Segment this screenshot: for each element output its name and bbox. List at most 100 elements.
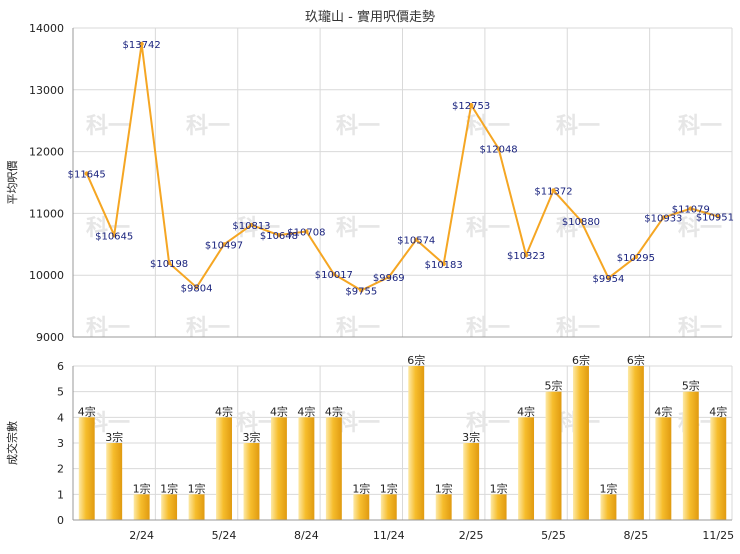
price-data-label: $10198 bbox=[150, 259, 188, 270]
price-point bbox=[496, 146, 501, 151]
bar-data-label: 6宗 bbox=[572, 353, 590, 367]
watermark-text: 科一 bbox=[556, 114, 600, 139]
watermark-text: 科一 bbox=[678, 216, 722, 241]
bar-data-label: 5宗 bbox=[682, 379, 700, 393]
price-point bbox=[359, 288, 364, 293]
bar-data-label: 5宗 bbox=[545, 379, 563, 393]
bar bbox=[682, 391, 699, 520]
watermark-text: 科一 bbox=[678, 114, 722, 139]
chart-title: 玖瓏山 - 實用呎價走勢 bbox=[305, 10, 435, 25]
bar-data-label: 3宗 bbox=[105, 430, 123, 444]
x-tick-label: 2/25 bbox=[459, 529, 484, 542]
price-point bbox=[331, 271, 337, 277]
watermark-text: 科一 bbox=[336, 114, 380, 139]
bar bbox=[78, 417, 95, 520]
y-tick-label: 3 bbox=[57, 437, 64, 450]
bar bbox=[573, 366, 589, 520]
line-layer bbox=[84, 41, 721, 293]
bar bbox=[710, 417, 727, 520]
price-point bbox=[304, 229, 309, 234]
bar-data-label: 3宗 bbox=[242, 430, 260, 444]
price-point bbox=[166, 260, 172, 266]
price-point bbox=[139, 41, 144, 47]
price-data-label: $10574 bbox=[397, 236, 435, 247]
bars-layer bbox=[78, 366, 727, 520]
y-tick-label: 14000 bbox=[29, 22, 64, 35]
bar-data-label: 4宗 bbox=[654, 404, 672, 418]
y-tick-label: 2 bbox=[57, 463, 64, 476]
bar-data-label: 4宗 bbox=[709, 404, 727, 418]
price-data-label: $10933 bbox=[644, 214, 682, 225]
y-tick-label: 0 bbox=[57, 514, 64, 527]
y-tick-label: 1 bbox=[57, 488, 64, 501]
price-point bbox=[414, 237, 419, 242]
price-point bbox=[606, 275, 611, 281]
price-data-label: $10017 bbox=[315, 270, 353, 281]
price-data-label: $10648 bbox=[260, 231, 298, 242]
watermark-text: 科一 bbox=[86, 114, 130, 139]
price-point bbox=[661, 215, 666, 220]
bar bbox=[216, 417, 232, 520]
y-axis-title-price: 平均呎價 bbox=[5, 161, 19, 205]
y-tick-label: 6 bbox=[57, 360, 64, 373]
bar-data-label: 1宗 bbox=[490, 481, 508, 495]
bar-data-label: 1宗 bbox=[435, 481, 453, 495]
watermark-text: 科一 bbox=[556, 216, 600, 241]
price-point bbox=[386, 274, 391, 280]
bar bbox=[161, 494, 178, 520]
price-data-label: $11079 bbox=[672, 205, 710, 216]
price-data-label: $9804 bbox=[181, 283, 213, 294]
bar bbox=[518, 417, 535, 520]
bar bbox=[270, 417, 287, 520]
y-tick-label: 9000 bbox=[36, 331, 64, 344]
x-tick-label: 8/25 bbox=[624, 529, 649, 542]
y-tick-label: 13000 bbox=[29, 84, 64, 97]
bar bbox=[298, 417, 315, 520]
bar bbox=[106, 443, 123, 520]
bar bbox=[325, 417, 342, 520]
x-tick-label: 2/24 bbox=[129, 529, 154, 542]
price-data-label: $9954 bbox=[593, 274, 625, 285]
bar-data-label: 3宗 bbox=[462, 430, 480, 444]
bar bbox=[600, 494, 617, 520]
price-point bbox=[688, 206, 694, 211]
y-axis-title-count: 成交宗數 bbox=[5, 421, 19, 465]
price-point bbox=[84, 171, 89, 176]
bar-data-label: 4宗 bbox=[215, 404, 233, 418]
price-data-label: $9755 bbox=[345, 286, 377, 297]
price-point bbox=[221, 242, 227, 247]
price-data-label: $10323 bbox=[507, 251, 545, 262]
y-tick-label: 10000 bbox=[29, 269, 64, 282]
price-point bbox=[441, 261, 446, 267]
price-point bbox=[551, 188, 556, 193]
bar-data-label: 1宗 bbox=[599, 481, 617, 495]
x-tick-label: 11/25 bbox=[702, 529, 734, 542]
labels-layer: 4宗 3宗 1宗 1宗 1宗 4宗 3宗 4宗 4宗 4宗 1宗 1宗 6宗 1宗 3宗 1宗 4宗 5宗 6宗 1宗… bbox=[68, 40, 734, 495]
price-data-label: $10497 bbox=[205, 240, 243, 251]
price-data-label: $10183 bbox=[425, 260, 463, 271]
price-data-label: $11372 bbox=[534, 186, 572, 197]
axes-layer: 9000 10000 11000 12000 13000 14000 0 1 2 3 4 5 6 2/24… bbox=[5, 22, 734, 542]
x-tick-label: 11/24 bbox=[373, 529, 405, 542]
bar-data-label: 6宗 bbox=[627, 353, 645, 367]
price-data-label: $10880 bbox=[562, 217, 600, 228]
price-point bbox=[468, 102, 474, 108]
price-data-label: $12753 bbox=[452, 101, 490, 112]
price-data-label: $10708 bbox=[287, 227, 325, 238]
bar bbox=[435, 494, 452, 520]
price-data-label: $10645 bbox=[95, 231, 133, 242]
watermark-text: 科一 bbox=[236, 216, 280, 241]
bar-data-label: 4宗 bbox=[270, 404, 288, 418]
bar-data-label: 4宗 bbox=[78, 404, 96, 418]
watermark-text: 科一 bbox=[336, 411, 380, 436]
bar bbox=[655, 417, 672, 520]
watermark-text: 科一 bbox=[466, 114, 510, 139]
price-point bbox=[276, 232, 282, 238]
bar bbox=[408, 366, 425, 520]
price-line bbox=[85, 42, 719, 292]
bar-data-label: 1宗 bbox=[133, 481, 151, 495]
price-point bbox=[111, 233, 117, 238]
watermark-text: 科一 bbox=[466, 411, 510, 436]
